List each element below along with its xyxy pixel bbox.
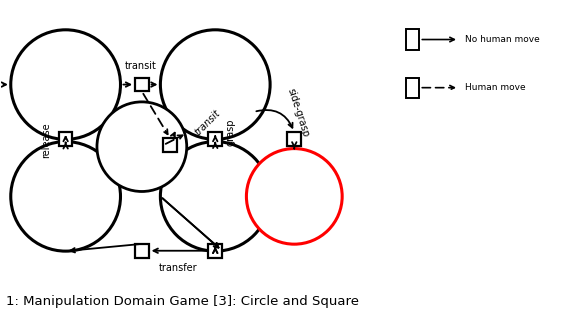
- FancyArrowPatch shape: [153, 249, 205, 253]
- FancyArrowPatch shape: [143, 94, 168, 134]
- Bar: [135, 244, 149, 258]
- Text: 1: Manipulation Domain Game [3]: Circle and Square: 1: Manipulation Domain Game [3]: Circle …: [6, 295, 359, 308]
- FancyArrowPatch shape: [256, 110, 293, 128]
- FancyArrowPatch shape: [292, 142, 297, 149]
- Bar: [406, 29, 419, 50]
- FancyArrowPatch shape: [213, 143, 217, 148]
- Text: release: release: [41, 123, 52, 158]
- FancyArrowPatch shape: [162, 198, 218, 247]
- Bar: [163, 138, 177, 152]
- Ellipse shape: [246, 149, 342, 244]
- FancyArrowPatch shape: [213, 248, 217, 253]
- Text: No human move: No human move: [465, 35, 539, 44]
- FancyArrowPatch shape: [213, 136, 217, 141]
- Text: grasp: grasp: [225, 119, 235, 146]
- Bar: [288, 132, 301, 146]
- FancyArrowPatch shape: [171, 133, 175, 138]
- Ellipse shape: [160, 142, 270, 251]
- FancyArrowPatch shape: [123, 82, 130, 87]
- FancyArrowPatch shape: [63, 143, 68, 149]
- FancyArrowPatch shape: [2, 82, 6, 87]
- Text: transfer: transfer: [159, 263, 198, 273]
- Bar: [135, 78, 149, 91]
- Ellipse shape: [160, 30, 270, 139]
- Text: transit: transit: [125, 61, 156, 71]
- FancyArrowPatch shape: [162, 198, 218, 247]
- FancyArrowPatch shape: [422, 85, 454, 90]
- FancyArrowPatch shape: [213, 248, 217, 253]
- Ellipse shape: [11, 30, 121, 139]
- Ellipse shape: [11, 142, 121, 251]
- FancyArrowPatch shape: [166, 135, 182, 144]
- Bar: [208, 244, 222, 258]
- Ellipse shape: [97, 102, 187, 192]
- FancyArrowPatch shape: [422, 37, 454, 42]
- FancyArrowPatch shape: [63, 137, 68, 141]
- FancyArrowPatch shape: [70, 244, 139, 252]
- Text: side-grasp: side-grasp: [286, 87, 311, 138]
- FancyArrowPatch shape: [151, 82, 156, 87]
- Text: Human move: Human move: [465, 83, 525, 92]
- Bar: [406, 78, 419, 98]
- Text: transit: transit: [192, 108, 222, 137]
- Bar: [59, 132, 72, 146]
- Bar: [208, 132, 222, 146]
